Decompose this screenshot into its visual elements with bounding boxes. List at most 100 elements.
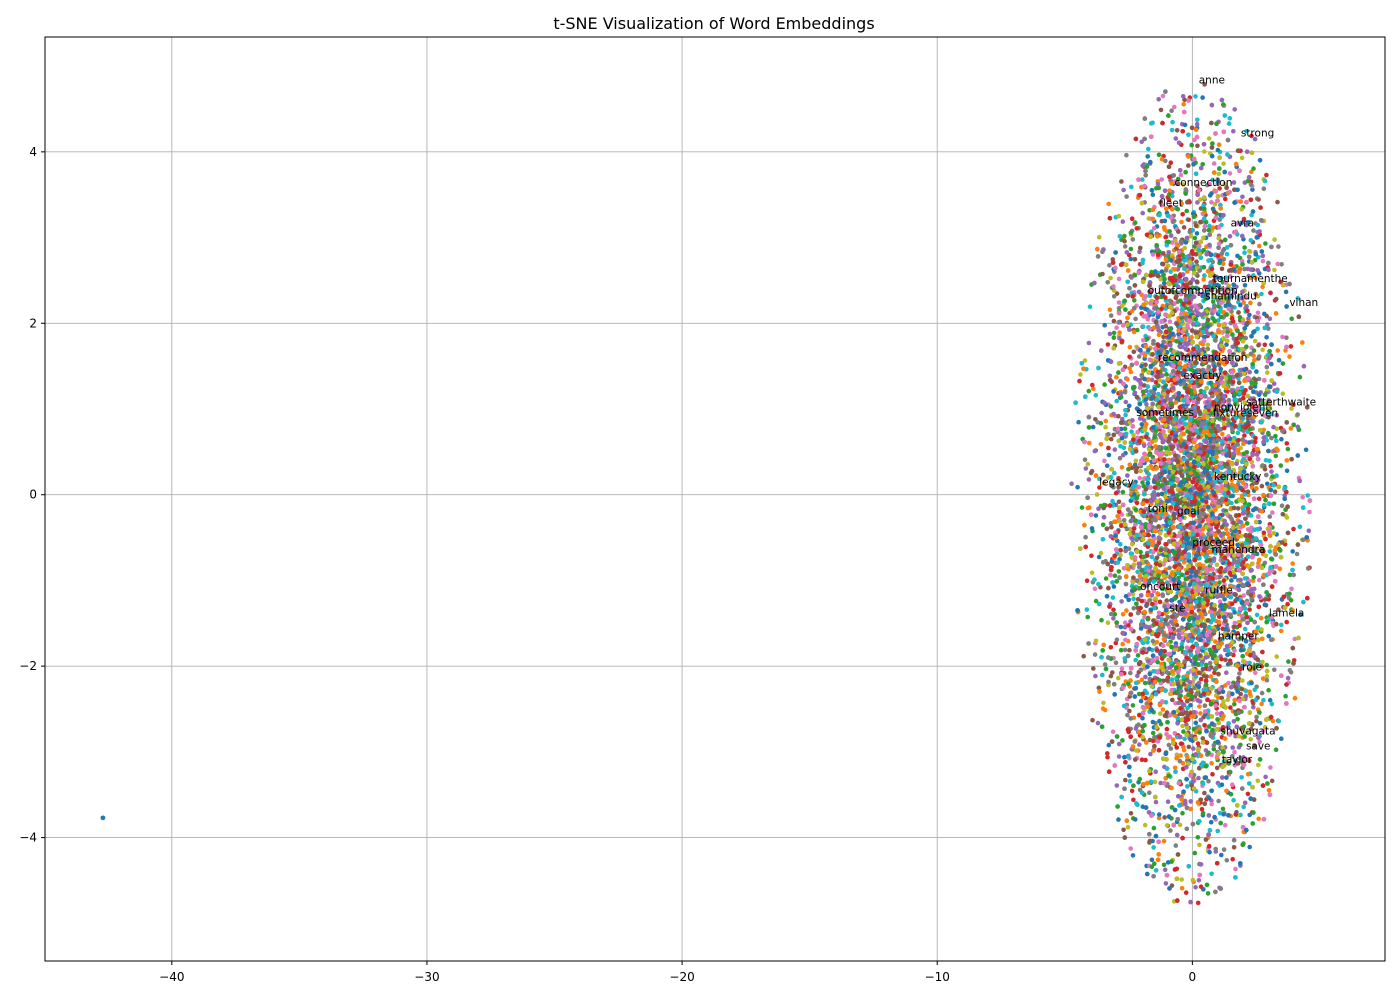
- data-point: [1265, 481, 1270, 487]
- data-point: [1258, 205, 1263, 210]
- data-point: [1203, 651, 1209, 656]
- data-point: [1075, 484, 1080, 490]
- data-point: [1172, 104, 1177, 110]
- data-point: [1191, 746, 1196, 751]
- data-point: [1287, 354, 1292, 359]
- data-point: [1119, 599, 1124, 604]
- data-point: [1275, 348, 1280, 353]
- data-point: [1195, 900, 1201, 906]
- data-point: [1186, 217, 1191, 223]
- data-point: [1289, 316, 1294, 322]
- data-point: [1116, 817, 1121, 822]
- data-point: [1121, 703, 1127, 709]
- data-point: [1214, 274, 1220, 280]
- data-point: [1227, 116, 1233, 121]
- data-point: [1123, 412, 1128, 418]
- data-point: [1163, 881, 1169, 886]
- data-point: [1238, 812, 1243, 818]
- data-point: [1118, 541, 1123, 547]
- data-point: [1128, 246, 1134, 252]
- data-point: [1227, 171, 1233, 176]
- data-point: [1135, 653, 1141, 658]
- data-point: [1193, 94, 1198, 99]
- data-point: [1164, 670, 1170, 675]
- data-point: [1105, 620, 1111, 625]
- data-point: [1199, 806, 1205, 812]
- data-point: [1228, 705, 1233, 710]
- data-point: [1116, 569, 1122, 574]
- data-point: [1107, 307, 1113, 313]
- data-point: [1268, 463, 1274, 469]
- data-point: [1261, 280, 1266, 286]
- data-point: [1113, 490, 1119, 496]
- data-point: [1143, 362, 1148, 368]
- data-point: [1247, 275, 1253, 281]
- data-point: [1264, 172, 1269, 178]
- data-point: [1169, 127, 1175, 133]
- data-point: [1272, 237, 1277, 242]
- data-point: [1230, 856, 1235, 862]
- data-point: [1106, 452, 1112, 458]
- data-point: [1200, 736, 1206, 741]
- data-point: [1284, 441, 1290, 446]
- data-point: [1086, 477, 1092, 482]
- data-point: [1091, 386, 1096, 392]
- data-point: [1263, 241, 1268, 246]
- data-point: [1271, 381, 1277, 387]
- data-point: [1156, 152, 1162, 158]
- data-point: [1290, 561, 1295, 566]
- data-point: [1241, 330, 1247, 335]
- data-point: [1106, 201, 1111, 207]
- data-point: [1220, 431, 1225, 437]
- data-point: [1137, 742, 1142, 747]
- data-point: [1206, 843, 1212, 849]
- data-point: [1251, 704, 1256, 710]
- data-point: [1246, 440, 1252, 445]
- data-point: [1145, 154, 1150, 159]
- data-point: [1167, 229, 1172, 234]
- data-point: [1195, 741, 1201, 746]
- data-point: [1197, 842, 1202, 848]
- data-point: [1136, 691, 1142, 697]
- data-point: [1238, 691, 1243, 697]
- data-point: [1257, 739, 1262, 745]
- data-point: [1180, 723, 1185, 729]
- data-point: [1230, 408, 1235, 413]
- data-point: [1105, 280, 1110, 285]
- data-point: [1232, 107, 1237, 112]
- data-point: [1276, 244, 1281, 249]
- data-point: [1099, 617, 1104, 623]
- data-point: [1166, 742, 1172, 748]
- data-point: [1150, 730, 1156, 736]
- data-point: [1158, 107, 1164, 113]
- data-point: [1150, 192, 1156, 197]
- data-point: [1122, 426, 1128, 432]
- data-point: [1241, 593, 1246, 598]
- data-point: [1224, 526, 1229, 532]
- data-point: [1163, 345, 1168, 350]
- data-point: [1184, 826, 1190, 832]
- data-point: [1179, 572, 1184, 577]
- data-point: [1174, 128, 1180, 133]
- data-point: [1260, 258, 1266, 264]
- data-point: [1216, 695, 1221, 700]
- data-point: [1092, 586, 1098, 592]
- data-point: [1196, 878, 1202, 883]
- data-point: [1123, 637, 1128, 643]
- data-point: [1154, 655, 1160, 661]
- data-point: [1271, 424, 1276, 430]
- data-point: [1292, 636, 1298, 642]
- data-point: [1118, 647, 1124, 653]
- data-point: [1182, 581, 1187, 586]
- data-point: [1112, 573, 1118, 578]
- data-point: [1195, 143, 1200, 149]
- data-point: [1267, 316, 1273, 322]
- data-point: [1128, 256, 1134, 262]
- data-point: [1201, 277, 1206, 282]
- data-point: [1251, 228, 1256, 233]
- data-point: [1090, 717, 1095, 723]
- data-point: [1184, 208, 1189, 214]
- data-point: [1130, 237, 1136, 242]
- data-point: [1120, 641, 1125, 647]
- data-point: [1140, 715, 1145, 721]
